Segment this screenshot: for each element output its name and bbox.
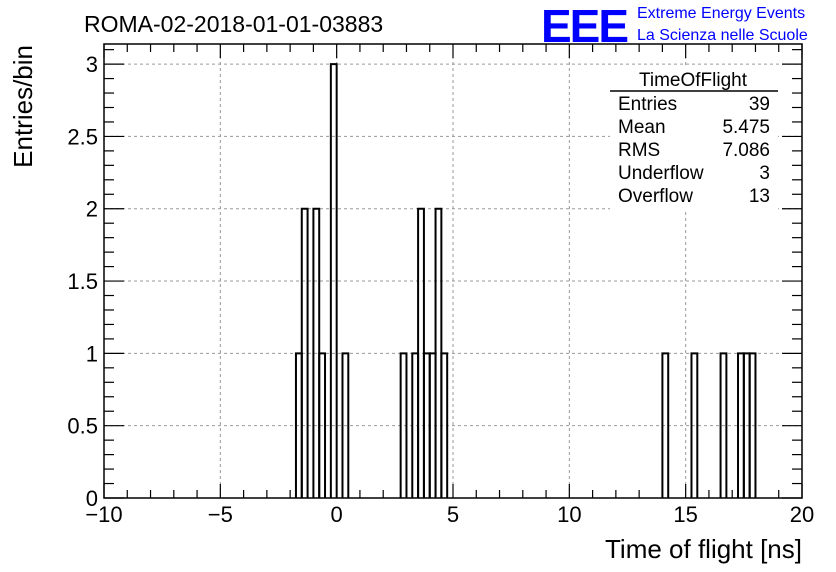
- x-tick-label: 15: [673, 502, 697, 527]
- y-tick-label: 2.5: [67, 124, 98, 149]
- eee-logo-line1: Extreme Energy Events: [637, 5, 805, 22]
- histogram-bar: [399, 352, 408, 498]
- histogram-bar: [341, 352, 350, 498]
- stats-row-value: 13: [749, 186, 770, 207]
- histogram-bar: [661, 352, 670, 498]
- histogram-bar: [318, 352, 327, 498]
- stats-row-label: RMS: [618, 140, 660, 161]
- histogram-bar: [329, 63, 338, 498]
- stats-row-label: Entries: [618, 94, 677, 115]
- stats-row-label: Mean: [618, 117, 666, 138]
- eee-logo-line2: La Scienza nelle Scuole: [637, 27, 808, 44]
- stats-box: TimeOfFlight Entries 39 Mean 5.475 RMS 7.086 U…: [610, 68, 778, 210]
- stats-title: TimeOfFlight: [639, 70, 748, 91]
- histogram-bar: [300, 207, 309, 498]
- eee-logo: EEE Extreme Energy Events La Scienza nel…: [541, 0, 808, 52]
- x-tick-label: 10: [557, 502, 581, 527]
- y-tick-label: 0: [86, 486, 98, 511]
- x-tick-label: −10: [85, 502, 122, 527]
- histogram-bar: [719, 352, 728, 498]
- histogram-bars: [294, 63, 757, 498]
- axis-ticks: [103, 44, 803, 499]
- x-tick-label: −5: [208, 502, 233, 527]
- y-tick-label: 1.5: [67, 269, 98, 294]
- x-axis-title: Time of flight [ns]: [605, 534, 802, 564]
- y-tick-label: 0.5: [67, 414, 98, 439]
- x-tick-label: 0: [331, 502, 343, 527]
- stats-row-value: 5.475: [722, 117, 770, 138]
- y-tick-label: 2: [86, 197, 98, 222]
- eee-logo-mark: EEE: [541, 0, 627, 52]
- histogram-bar: [440, 352, 449, 498]
- y-tick-label: 1: [86, 341, 98, 366]
- run-title: ROMA-02-2018-01-01-03883: [84, 11, 383, 37]
- y-axis-title: Entries/bin: [8, 45, 38, 168]
- x-tick-label: 20: [790, 502, 814, 527]
- tick-labels: −10 −5 0 5 10 15 20 0 0.5 1 1.5 2 2.5 3: [67, 52, 814, 527]
- stats-row-label: Overflow: [618, 186, 693, 207]
- y-tick-label: 3: [86, 52, 98, 77]
- histogram-bar: [690, 352, 699, 498]
- x-tick-label: 5: [447, 502, 459, 527]
- histogram-bar: [748, 352, 757, 498]
- stats-row-value: 39: [749, 94, 770, 115]
- grid-lines: [104, 44, 802, 498]
- stats-row-value: 7.086: [722, 140, 770, 161]
- stats-row-label: Underflow: [618, 163, 704, 184]
- stats-row-value: 3: [759, 163, 770, 184]
